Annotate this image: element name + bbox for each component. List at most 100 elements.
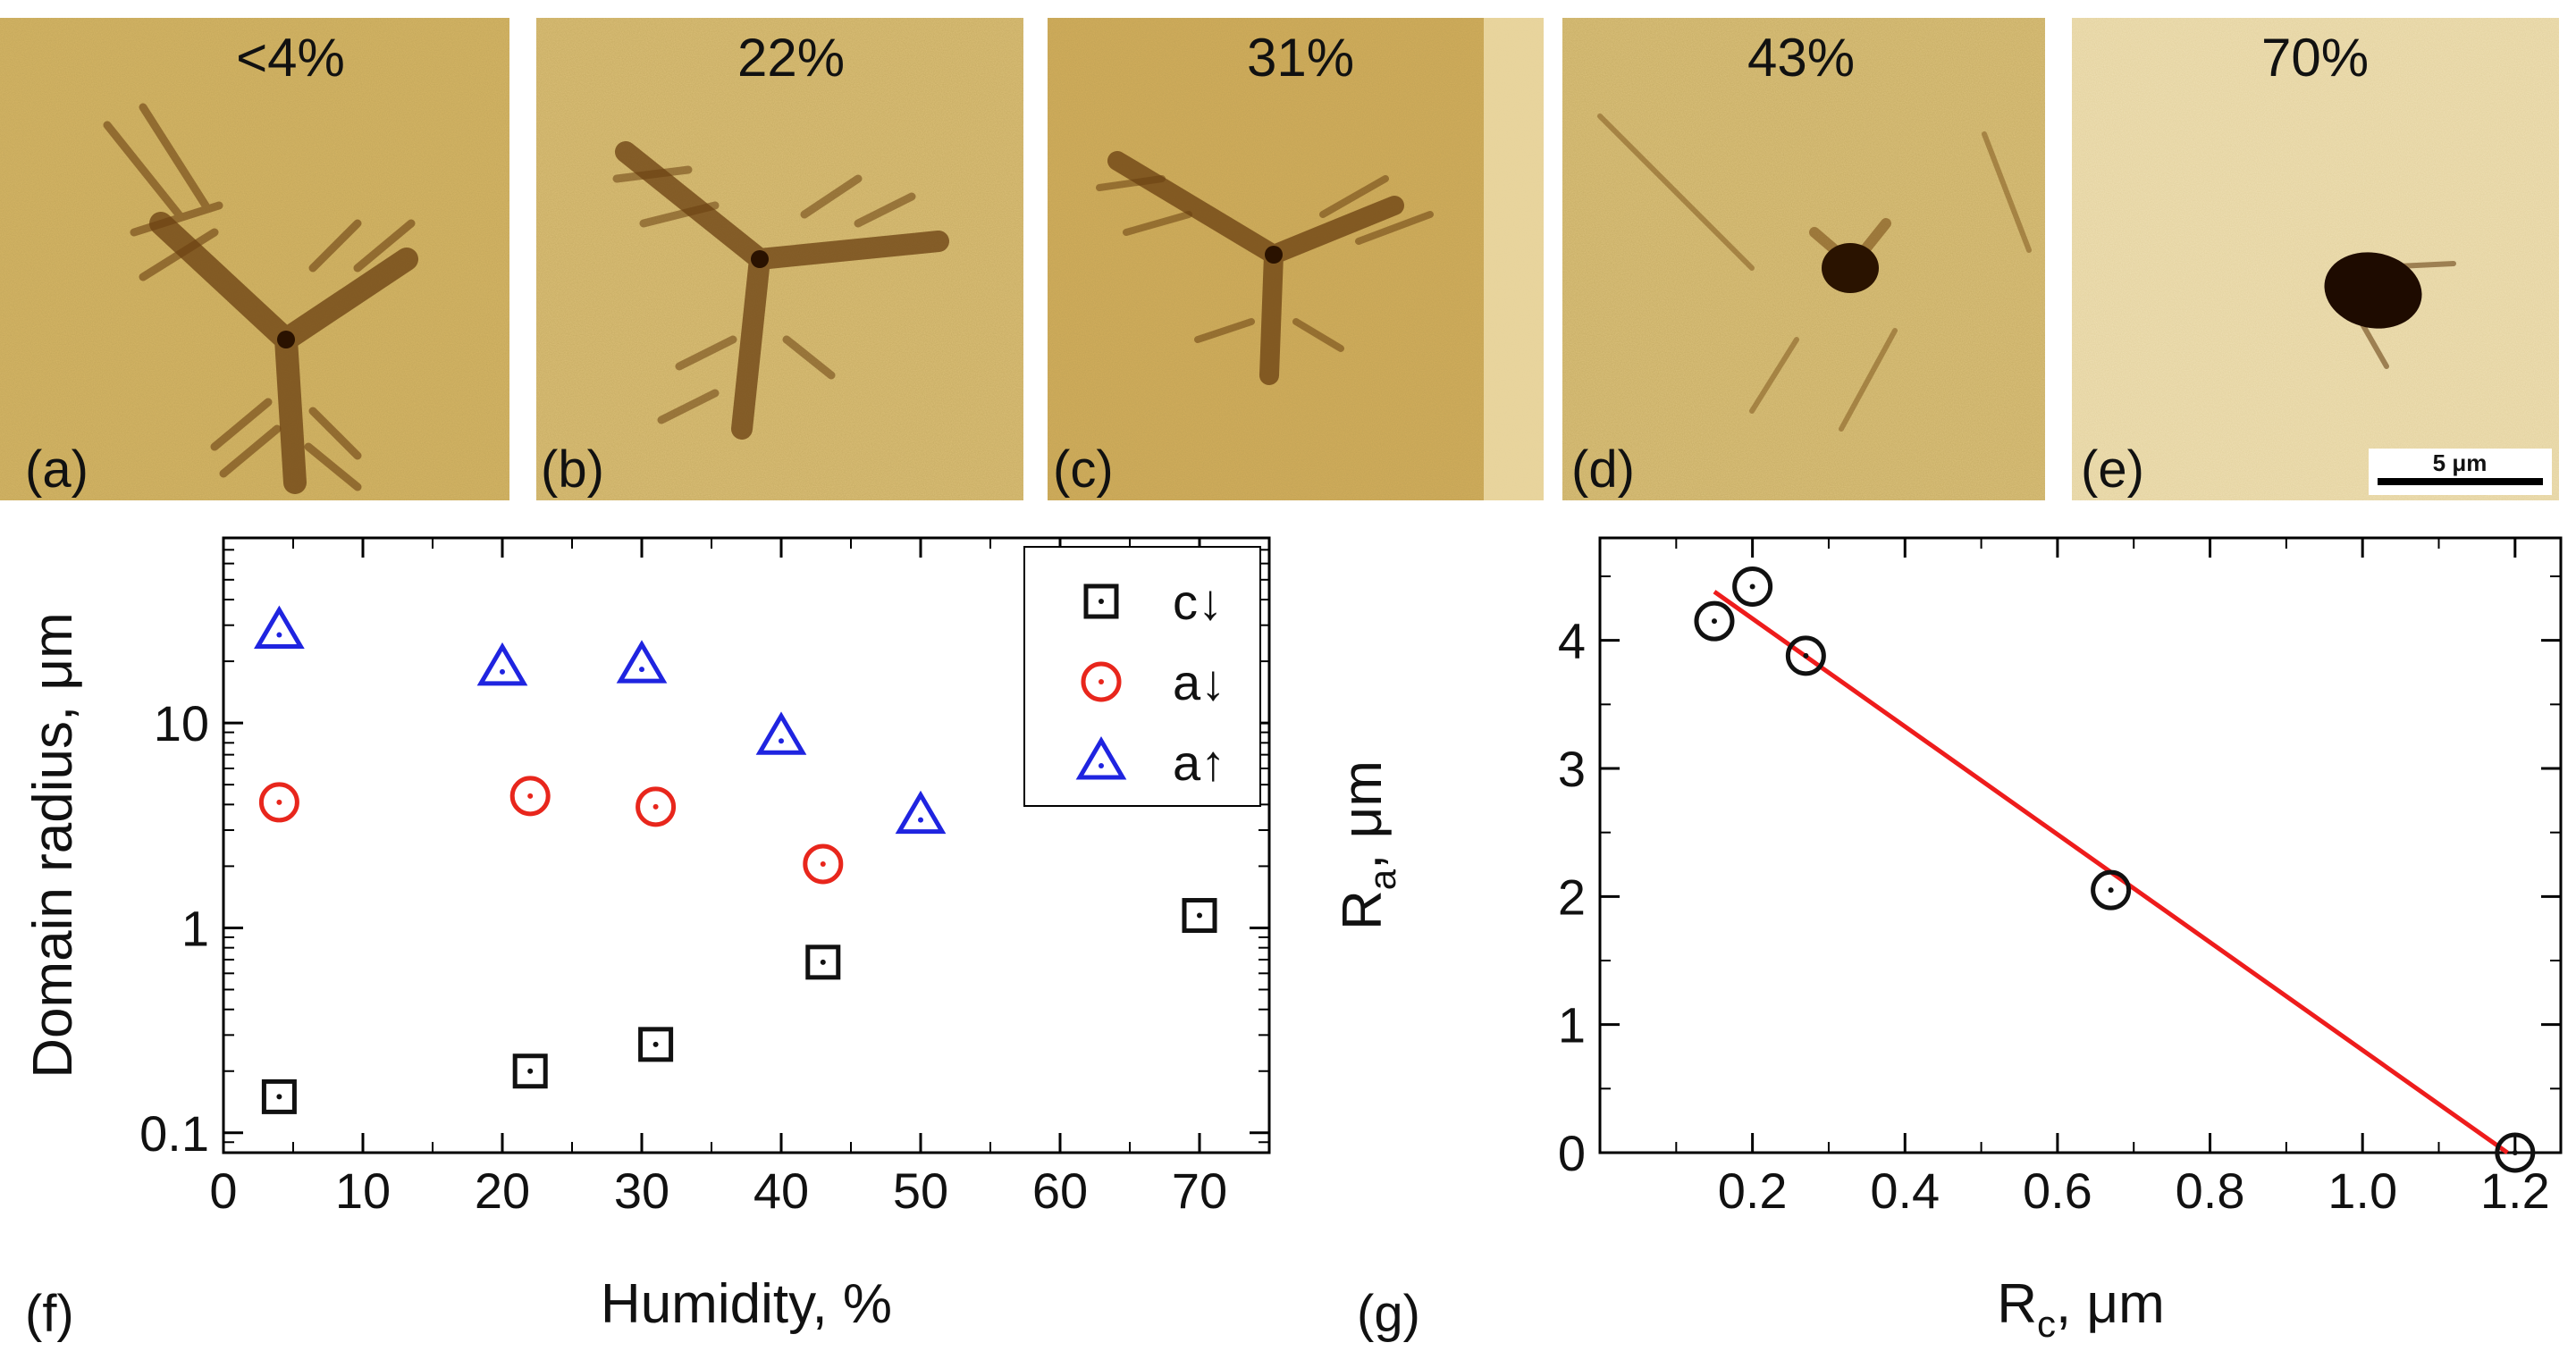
legend-marker-triangle-dot (1099, 763, 1104, 768)
g-point-dot (1803, 652, 1809, 659)
domain-pattern-c (1096, 151, 1434, 385)
panel-letter-a: (a) (25, 441, 88, 499)
scale-bar: 5 μm (2369, 449, 2552, 495)
panel-letter-g: (g) (1357, 1285, 1420, 1343)
g-point-shape (2495, 1132, 2536, 1173)
f-point-square-shape (1182, 898, 1217, 934)
f-y-tick-label: 1 (181, 900, 209, 956)
f-point-triangle (755, 711, 807, 755)
f-point-circle (636, 786, 677, 827)
f-point-circle (803, 843, 844, 885)
legend-label-a-down: a↓ (1173, 654, 1225, 710)
f-point-circle-shape (636, 786, 677, 827)
panel-letter-d: (d) (1571, 441, 1635, 499)
f-point-circle-shape (258, 782, 299, 823)
f-point-square-shape (805, 944, 841, 980)
g-y-tick-label: 3 (1558, 741, 1586, 797)
chart-f-y-tick-labels: 0.1 1 10 (139, 695, 209, 1162)
chart-g: 0.2 0.4 0.6 0.8 1.0 1.2 0 1 2 3 4 Rc, μm… (1332, 536, 2563, 1345)
legend-label-c-down: c↓ (1173, 574, 1223, 630)
f-x-tick-label: 0 (209, 1162, 237, 1219)
f-point-square-dot (652, 1041, 659, 1047)
f-point-circle-dot (820, 860, 826, 867)
f-point-triangle-dot (639, 667, 644, 673)
humidity-label-b: 22% (737, 28, 845, 88)
g-x-tick-label: 0.8 (2176, 1162, 2245, 1219)
g-point-shape (2091, 869, 2132, 911)
f-point-triangle (895, 790, 947, 835)
f-point-square-dot (1197, 912, 1202, 919)
f-point-circle-dot (276, 799, 282, 805)
g-y-tick-label: 1 (1558, 997, 1586, 1053)
g-x-tick-label: 0.4 (1870, 1162, 1940, 1219)
f-point-square-shape (638, 1027, 674, 1062)
g-y-axis-title: Ra, μm (1332, 760, 1403, 930)
f-point-square-shape (512, 1053, 548, 1089)
g-point (2091, 869, 2132, 911)
f-point-triangle-shape (476, 642, 528, 686)
g-x-title-sub: c (2037, 1303, 2056, 1345)
f-point-square-dot (820, 959, 826, 965)
g-x-title-unit: , μm (2056, 1273, 2165, 1335)
f-point-triangle-shape (755, 711, 807, 755)
chart-g-y-tick-labels: 0 1 2 3 4 (1558, 613, 1586, 1181)
g-y-title-unit: , μm (1332, 760, 1393, 869)
f-point-triangle-shape (616, 640, 668, 684)
g-x-tick-label: 0.2 (1718, 1162, 1788, 1219)
f-point-square-dot (527, 1068, 534, 1074)
f-point-triangle (254, 605, 305, 650)
g-point-dot (1749, 583, 1755, 590)
f-point-square (805, 944, 841, 980)
micrograph-d: 43% (d) (1562, 18, 2045, 500)
f-point-circle-shape (509, 776, 551, 817)
chart-g-x-tick-labels: 0.2 0.4 0.6 0.8 1.0 1.2 (1718, 1162, 2550, 1219)
g-point (1785, 635, 1826, 676)
f-y-tick-label: 10 (154, 695, 209, 751)
g-y-title-main: R (1332, 890, 1393, 930)
f-x-tick-label: 20 (475, 1162, 530, 1219)
legend-marker-square-dot (1099, 599, 1104, 604)
f-point-square (512, 1053, 548, 1089)
f-x-tick-label: 30 (614, 1162, 669, 1219)
f-point-circle (509, 776, 551, 817)
f-y-tick-label: 0.1 (139, 1105, 209, 1162)
f-point-triangle-shape (895, 790, 947, 835)
f-y-axis-title: Domain radius, μm (22, 612, 84, 1078)
panel-letter-c: (c) (1053, 441, 1114, 499)
g-point (1732, 566, 1773, 607)
micrograph-e: 70% (e) 5 μm (2072, 18, 2559, 500)
g-point-dot (2108, 887, 2114, 894)
g-point-dot (1711, 618, 1717, 625)
legend-marker-circle-shape (1081, 661, 1122, 702)
g-point-shape (1694, 600, 1735, 642)
domain-pattern-b (612, 141, 949, 440)
chart-g-marks (1694, 566, 2536, 1173)
g-y-tick-label: 0 (1558, 1125, 1586, 1181)
g-x-axis-title: Rc, μm (1997, 1273, 2165, 1345)
f-point-circle-dot (652, 803, 659, 810)
chart-g-ticks (1600, 538, 2561, 1154)
g-point (2495, 1132, 2536, 1173)
g-point-dot (2512, 1150, 2518, 1155)
legend-marker-square-shape (1083, 583, 1119, 619)
f-point-square-shape (261, 1078, 297, 1114)
chart-f-marks (254, 605, 1217, 1114)
panel-letter-b: (b) (541, 441, 604, 499)
humidity-label-d: 43% (1747, 28, 1855, 88)
legend-marker-circle (1081, 661, 1122, 702)
f-point-square (1182, 898, 1217, 934)
f-x-tick-label: 40 (753, 1162, 809, 1219)
f-point-triangle-dot (918, 817, 923, 823)
legend-box (1023, 546, 1261, 807)
g-x-tick-label: 1.0 (2328, 1162, 2397, 1219)
domain-blob-d (1822, 243, 1879, 293)
g-y-tick-label: 2 (1558, 869, 1586, 925)
f-point-circle-shape (803, 843, 844, 885)
f-point-triangle-dot (500, 668, 505, 675)
f-point-triangle-dot (276, 632, 282, 638)
humidity-label-c: 31% (1247, 28, 1354, 88)
chart-f-frame (222, 536, 1271, 1154)
g-x-title-main: R (1997, 1273, 2037, 1335)
panel-letter-e: (e) (2081, 441, 2144, 499)
